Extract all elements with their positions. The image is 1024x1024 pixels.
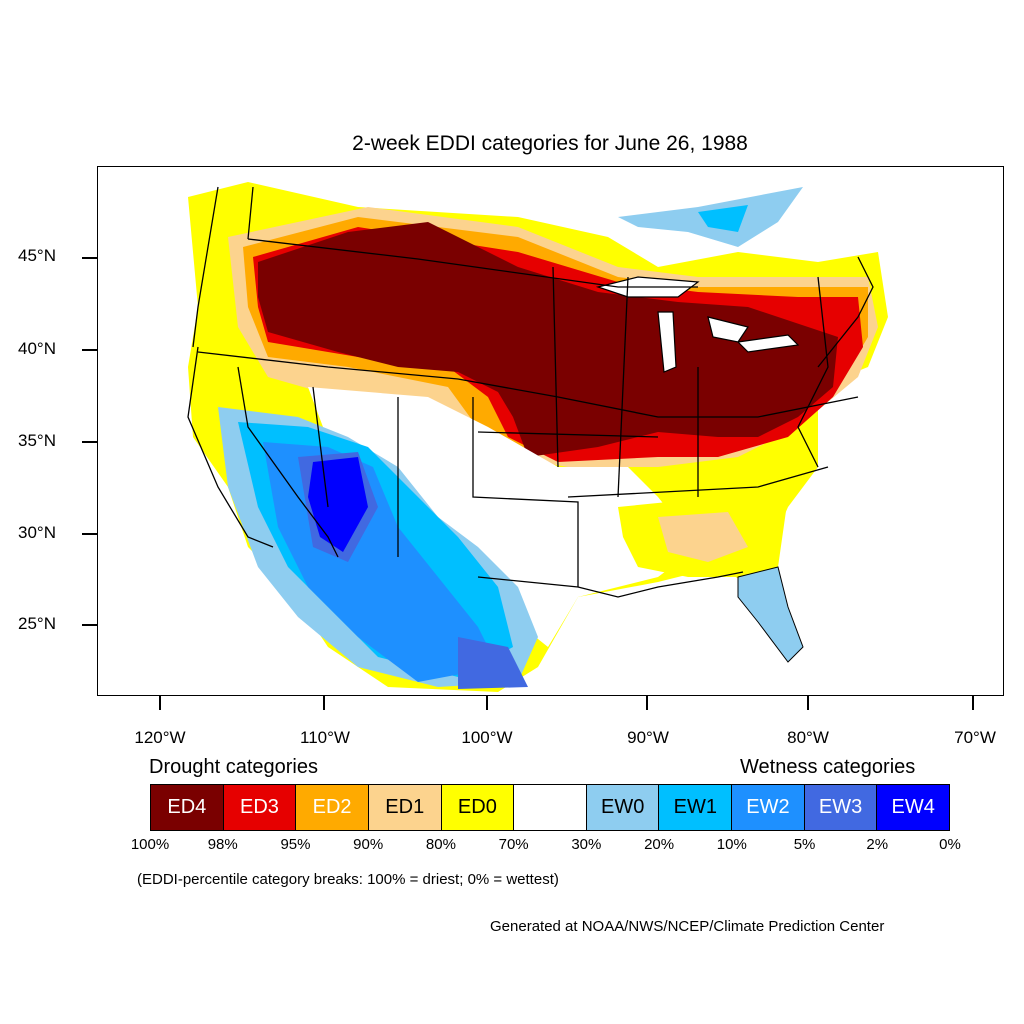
lat-label-30: 30°N: [18, 523, 56, 542]
ed4-region: [258, 222, 838, 457]
legend-cell-ed3: ED3: [223, 785, 297, 830]
lat-label-40: 40°N: [18, 339, 56, 358]
lon-tick: [972, 696, 974, 710]
legend-cell-ed2: ED2: [296, 785, 369, 830]
lon-label-100: 100°W: [461, 728, 513, 747]
lat-tick: [82, 257, 97, 259]
legend-cell-ew4: EW4: [877, 785, 950, 830]
legend-cell-ew2: EW2: [732, 785, 805, 830]
legend-break-label: 100%: [130, 836, 170, 853]
northern-wet-core: [698, 205, 748, 232]
credit-line: Generated at NOAA/NWS/NCEP/Climate Predi…: [490, 918, 885, 935]
lat-label-25: 25°N: [18, 614, 56, 633]
legend-break-label: 70%: [498, 836, 529, 853]
lon-label-80: 80°W: [787, 728, 829, 747]
lat-tick: [82, 349, 97, 351]
ew4-region: [308, 457, 368, 552]
lon-tick: [646, 696, 648, 710]
lon-tick: [323, 696, 325, 710]
legend-colorbar: ED4 ED3 ED2 ED1 ED0 EW0 EW1 EW2 EW3 EW4: [150, 784, 950, 831]
southeast-ed1: [658, 512, 748, 562]
legend-cell-ew1: EW1: [659, 785, 733, 830]
legend-cell-ew3: EW3: [804, 785, 878, 830]
legend-break-label: 80%: [425, 836, 456, 853]
lat-tick: [82, 533, 97, 535]
legend-break-label: 10%: [716, 836, 747, 853]
boundaries: [187, 186, 874, 598]
legend-cell-neutral: [514, 785, 587, 830]
legend-drought-title: Drought categories: [149, 756, 318, 778]
map-title: 2-week EDDI categories for June 26, 1988: [352, 132, 748, 155]
lon-label-70: 70°W: [954, 728, 996, 747]
map-frame: [97, 166, 1004, 696]
legend-break-label: 98%: [207, 836, 238, 853]
legend-break-label: 0%: [939, 836, 961, 853]
lon-label-90: 90°W: [627, 728, 669, 747]
legend-wetness-title: Wetness categories: [740, 756, 916, 778]
legend-break-label: 95%: [280, 836, 311, 853]
lon-tick: [486, 696, 488, 710]
neutral-region: [308, 387, 698, 647]
lon-label-110: 110°W: [300, 728, 350, 747]
legend-break-label: 5%: [793, 836, 816, 853]
legend-cell-ed0: ED0: [441, 785, 515, 830]
lat-label-45: 45°N: [18, 246, 56, 265]
category-note: (EDDI-percentile category breaks: 100% =…: [137, 871, 559, 888]
legend-cell-ed1: ED1: [368, 785, 442, 830]
legend-cell-ed4: ED4: [151, 785, 224, 830]
lon-tick: [159, 696, 161, 710]
lon-label-120: 120°W: [134, 728, 186, 747]
eddi-map: [187, 182, 888, 692]
legend-break-label: 20%: [644, 836, 675, 853]
lon-tick: [807, 696, 809, 710]
lat-tick: [82, 441, 97, 443]
lat-label-35: 35°N: [18, 431, 56, 450]
legend-break-label: 2%: [866, 836, 889, 853]
lat-tick: [82, 624, 97, 626]
great-lakes: [595, 276, 800, 373]
legend-break-label: 30%: [571, 836, 602, 853]
legend-break-label: 90%: [353, 836, 384, 853]
legend-cell-ew0: EW0: [586, 785, 660, 830]
florida: [737, 566, 804, 663]
